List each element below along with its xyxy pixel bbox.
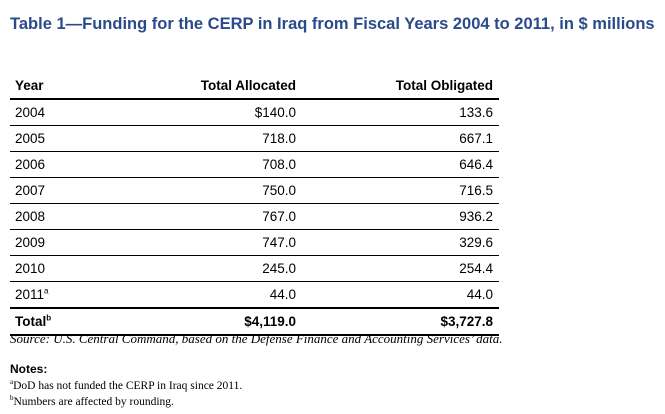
funding-table: Year Total Allocated Total Obligated 200… <box>10 74 499 336</box>
footnote-marker: b <box>46 313 52 323</box>
note-item: bNumbers are affected by rounding. <box>10 394 174 408</box>
notes-heading: Notes: <box>10 362 48 376</box>
footnote-marker: b <box>10 394 14 403</box>
total-row: Totalb $4,119.0 $3,727.8 <box>10 308 499 335</box>
obligated-cell: 646.4 <box>459 157 493 172</box>
year-cell: 2005 <box>15 131 46 146</box>
obligated-cell: 667.1 <box>459 131 493 146</box>
header-year: Year <box>15 77 44 93</box>
table-row: 2006 708.0 646.4 <box>10 152 499 178</box>
year-cell: 2011a <box>10 282 131 309</box>
source-note: Source: U.S. Central Command, based on t… <box>10 331 503 346</box>
note-text: DoD has not funded the CERP in Iraq sinc… <box>13 380 243 392</box>
obligated-cell: 329.6 <box>459 235 493 250</box>
allocated-cell: $140.0 <box>254 105 296 120</box>
year-cell: 2007 <box>15 183 46 198</box>
obligated-cell: 44.0 <box>466 287 493 302</box>
total-obligated-cell: $3,727.8 <box>440 314 493 329</box>
year-cell: 2009 <box>15 235 46 250</box>
footnote-marker: a <box>44 286 49 296</box>
table-row: 2008 767.0 936.2 <box>10 204 499 230</box>
year-cell: 2008 <box>15 209 46 224</box>
table-row: 2009 747.0 329.6 <box>10 230 499 256</box>
table-title: Table 1—Funding for the CERP in Iraq fro… <box>10 15 655 33</box>
allocated-cell: 708.0 <box>262 157 296 172</box>
note-text: Numbers are affected by rounding. <box>13 396 174 408</box>
year-label: 2011 <box>15 287 45 302</box>
table-row: 2004 $140.0 133.6 <box>10 99 499 126</box>
obligated-cell: 133.6 <box>459 105 493 120</box>
note-item: aDoD has not funded the CERP in Iraq sin… <box>10 378 243 392</box>
year-cell: 2006 <box>15 157 46 172</box>
year-cell: 2004 <box>15 105 46 120</box>
header-total-obligated: Total Obligated <box>395 77 493 93</box>
header-total-allocated: Total Allocated <box>200 77 296 93</box>
obligated-cell: 716.5 <box>459 183 493 198</box>
table-header-row: Year Total Allocated Total Obligated <box>10 74 499 99</box>
total-allocated-cell: $4,119.0 <box>244 314 296 329</box>
allocated-cell: 767.0 <box>262 209 296 224</box>
year-cell: 2010 <box>15 261 46 276</box>
footnote-marker: a <box>10 378 14 387</box>
total-label-cell: Totalb <box>10 308 131 335</box>
allocated-cell: 747.0 <box>262 235 296 250</box>
obligated-cell: 936.2 <box>459 209 493 224</box>
allocated-cell: 44.0 <box>269 287 296 302</box>
allocated-cell: 245.0 <box>262 261 296 276</box>
allocated-cell: 750.0 <box>262 183 296 198</box>
table-row: 2011a 44.0 44.0 <box>10 282 499 309</box>
total-label: Total <box>15 314 47 329</box>
obligated-cell: 254.4 <box>459 261 493 276</box>
table-row: 2007 750.0 716.5 <box>10 178 499 204</box>
allocated-cell: 718.0 <box>262 131 296 146</box>
table-row: 2005 718.0 667.1 <box>10 126 499 152</box>
table-row: 2010 245.0 254.4 <box>10 256 499 282</box>
